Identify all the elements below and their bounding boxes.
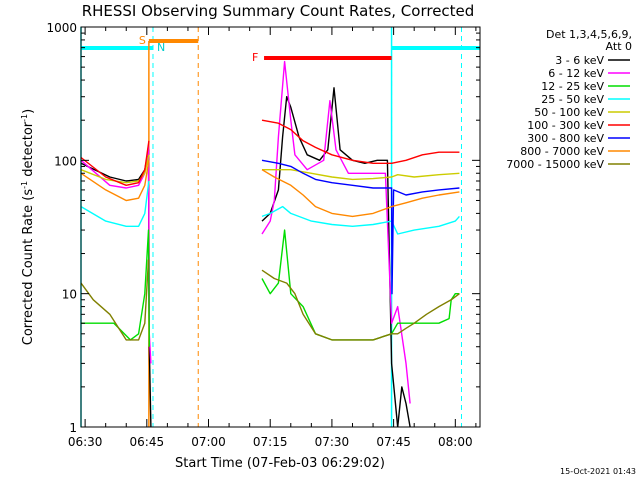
series-line-1-segment-1 bbox=[261, 60, 411, 404]
y-axis-label: Corrected Count Rate (s-1 detector-1) bbox=[20, 109, 36, 345]
y-axis-label-main: Corrected Count Rate (s bbox=[21, 189, 36, 346]
legend-label-0: 3 - 6 keV bbox=[555, 54, 604, 67]
series-line-6-segment-0 bbox=[261, 159, 460, 295]
series-line-5-segment-0 bbox=[80, 140, 150, 186]
legend-label-1: 6 - 12 keV bbox=[548, 67, 604, 80]
series-line-8-segment-1 bbox=[261, 269, 460, 341]
legend-label-5: 100 - 300 keV bbox=[527, 119, 604, 132]
x-tick-label-2: 07:00 bbox=[191, 435, 226, 449]
observing-interval-annotations: SN F bbox=[80, 27, 480, 427]
x-tick-label-1: 06:45 bbox=[130, 435, 165, 449]
series-line-0-segment-0 bbox=[80, 149, 152, 428]
x-tick-label-0: 06:30 bbox=[68, 435, 103, 449]
series-line-3-segment-1 bbox=[261, 205, 460, 235]
y-axis: 1 10 100 1000 bbox=[46, 21, 480, 435]
series-layer bbox=[80, 60, 460, 428]
series-line-0-segment-2 bbox=[397, 386, 411, 428]
x-tick-label-6: 08:00 bbox=[438, 435, 473, 449]
series-line-4-segment-0 bbox=[80, 154, 150, 184]
legend-label-8: 7000 - 15000 keV bbox=[506, 158, 604, 171]
x-tick-label-5: 07:45 bbox=[376, 435, 411, 449]
series-line-7-segment-1 bbox=[261, 169, 460, 218]
y-tick-label-3: 1000 bbox=[46, 21, 77, 35]
legend-label-6: 300 - 800 keV bbox=[527, 132, 604, 145]
y-axis-label-mid: detector bbox=[21, 121, 36, 181]
flare-label: F bbox=[252, 51, 258, 64]
series-line-4-segment-1 bbox=[262, 169, 460, 181]
x-tick-label-3: 07:15 bbox=[253, 435, 288, 449]
legend-label-7: 800 - 7000 keV bbox=[520, 145, 604, 158]
footer-timestamp: 15-Oct-2021 01:43 bbox=[560, 467, 636, 476]
chart-title: RHESSI Observing Summary Count Rates, Co… bbox=[82, 2, 475, 20]
legend-header-1: Det 1,3,4,5,6,9, bbox=[546, 28, 632, 41]
y-axis-label-end: ) bbox=[21, 109, 36, 114]
plot-frame bbox=[80, 26, 481, 428]
series-line-8-segment-0 bbox=[80, 259, 150, 341]
series-line-2-segment-0 bbox=[81, 229, 150, 347]
saa-label: S bbox=[139, 34, 146, 47]
series-line-3-segment-0 bbox=[80, 180, 150, 227]
y-axis-label-sup1: -1 bbox=[20, 181, 29, 189]
legend-label-4: 50 - 100 keV bbox=[534, 106, 604, 119]
x-axis: 06:30 06:45 07:00 07:15 07:30 07:45 08:00 bbox=[68, 27, 477, 449]
legend-label-3: 25 - 50 keV bbox=[541, 93, 604, 106]
series-line-5-segment-1 bbox=[261, 119, 460, 164]
series-line-2-segment-1 bbox=[261, 229, 460, 341]
x-tick-label-4: 07:30 bbox=[315, 435, 350, 449]
legend-label-2: 12 - 25 keV bbox=[541, 80, 604, 93]
x-axis-label: Start Time (07-Feb-03 06:29:02) bbox=[175, 456, 385, 471]
y-tick-label-0: 1 bbox=[69, 421, 77, 435]
night-label: N bbox=[157, 41, 165, 54]
series-line-7-segment-0 bbox=[80, 160, 150, 202]
series-line-0-segment-1 bbox=[261, 87, 399, 428]
y-axis-label-sup2: -1 bbox=[20, 114, 29, 122]
y-tick-label-1: 10 bbox=[62, 288, 77, 302]
legend-header-2: Att 0 bbox=[606, 40, 632, 53]
y-tick-label-2: 100 bbox=[54, 154, 77, 168]
